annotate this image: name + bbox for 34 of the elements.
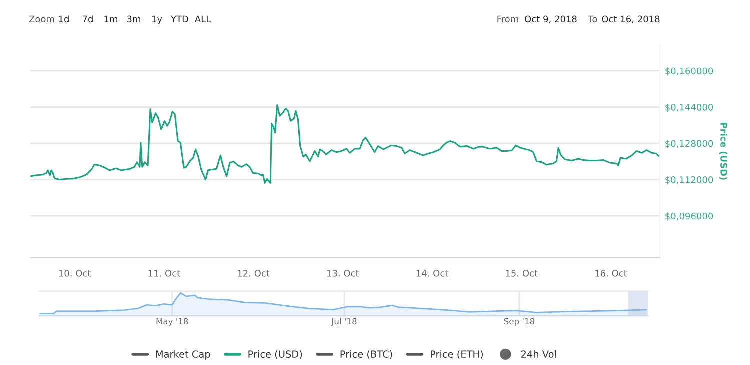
- text: YTD: [170, 16, 188, 22]
- text: Oct 9, 2018: [525, 16, 577, 24]
- x-tick-label: May '18: [156, 318, 188, 326]
- text: 3m: [127, 16, 141, 23]
- line-series: [30, 104, 660, 184]
- y-tick-label: $0,112000: [666, 176, 714, 185]
- x-tick-label: 15. Oct: [506, 270, 538, 277]
- y-tick-label: $0,096000: [666, 212, 714, 221]
- legend-label: Price (USD): [248, 350, 302, 360]
- x-tick-label: 11. Oct: [148, 270, 180, 277]
- x-tick-label: 10. Oct: [59, 270, 92, 277]
- y-tick-label: $0,128000: [666, 140, 714, 148]
- text: From: [498, 16, 518, 23]
- x-tick-label: Sep '18: [504, 318, 535, 326]
- y-tick-label: $0,144000: [666, 104, 714, 112]
- text: 1d: [59, 16, 69, 23]
- text: 7d: [83, 16, 93, 23]
- text: 1y: [152, 16, 162, 24]
- legend-label: 24h Vol: [521, 350, 556, 358]
- text: Zoom: [29, 16, 54, 23]
- text: 1m: [104, 16, 118, 22]
- legend-label: Price (ETH): [431, 350, 484, 360]
- legend-label: Market Cap: [156, 350, 210, 360]
- y-tick-label: $0,160000: [666, 68, 714, 76]
- text: To: [588, 16, 598, 23]
- x-tick-label: 16. Oct: [596, 270, 628, 277]
- text: ALL: [194, 16, 212, 22]
- x-tick-label: 14. Oct: [416, 270, 448, 277]
- text: Oct 16, 2018: [602, 16, 660, 24]
- x-tick-label: Jul '18: [331, 318, 357, 326]
- x-tick-label: 13. Oct: [327, 270, 360, 277]
- x-tick-label: 12. Oct: [238, 270, 270, 277]
- legend-label: Price (BTC): [340, 350, 392, 360]
- y-axis-title: Price (USD): [720, 123, 728, 180]
